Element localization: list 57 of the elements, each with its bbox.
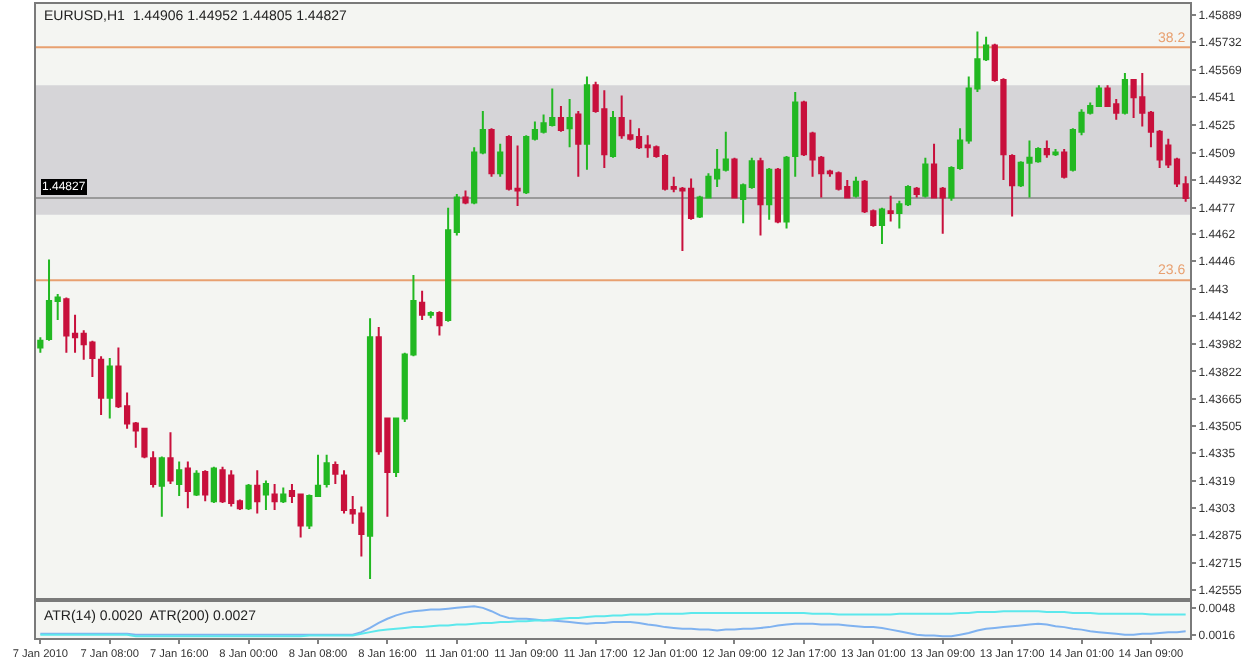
candlestick	[488, 127, 495, 178]
candlestick	[878, 206, 886, 246]
candlestick	[1026, 139, 1033, 199]
candlestick	[1095, 84, 1103, 107]
candlestick	[427, 310, 434, 320]
candlestick	[583, 75, 591, 171]
candlestick	[757, 156, 764, 237]
candlestick	[557, 104, 565, 133]
candlestick	[774, 167, 781, 225]
candlestick	[566, 97, 573, 149]
candlestick	[63, 296, 70, 354]
candlestick	[601, 89, 608, 170]
candlestick	[254, 469, 261, 515]
candlestick	[106, 356, 113, 420]
candlestick	[618, 94, 625, 140]
candlestick	[366, 317, 374, 580]
candlestick	[609, 110, 617, 159]
candlestick	[1121, 72, 1129, 116]
candlestick	[1061, 148, 1068, 180]
candlestick	[271, 483, 278, 511]
candlestick	[852, 175, 860, 199]
candlestick	[193, 469, 200, 498]
candlestick	[1043, 139, 1050, 159]
candlestick	[922, 156, 929, 199]
candlestick	[731, 156, 738, 199]
candlestick	[245, 483, 252, 511]
candlestick	[436, 310, 443, 337]
candlestick	[280, 486, 287, 505]
candlestick	[45, 258, 53, 342]
candlestick	[766, 167, 773, 221]
candlestick	[462, 189, 469, 206]
candlestick	[150, 450, 157, 489]
candlestick	[158, 455, 165, 518]
candlestick	[176, 460, 183, 498]
candlestick	[783, 154, 790, 230]
candlestick	[913, 186, 920, 199]
candlestick	[1052, 148, 1059, 157]
candlestick	[887, 194, 894, 223]
candlestick	[635, 127, 643, 151]
candlestick	[792, 91, 799, 178]
candlestick	[323, 453, 330, 489]
candlestick	[141, 427, 148, 460]
candlestick	[210, 465, 217, 505]
candlestick	[835, 170, 842, 192]
candlestick	[661, 153, 669, 192]
candlestick	[262, 479, 270, 511]
candlestick	[167, 431, 174, 486]
candlestick	[219, 465, 226, 505]
candlestick	[202, 469, 209, 503]
candlestick	[1130, 78, 1137, 119]
candlestick	[1009, 153, 1016, 218]
candlestick	[184, 460, 191, 510]
candlestick	[575, 110, 582, 178]
candlestick	[97, 355, 105, 416]
candlestick	[497, 142, 504, 178]
candlestick	[418, 289, 426, 321]
candlestick	[37, 336, 44, 354]
